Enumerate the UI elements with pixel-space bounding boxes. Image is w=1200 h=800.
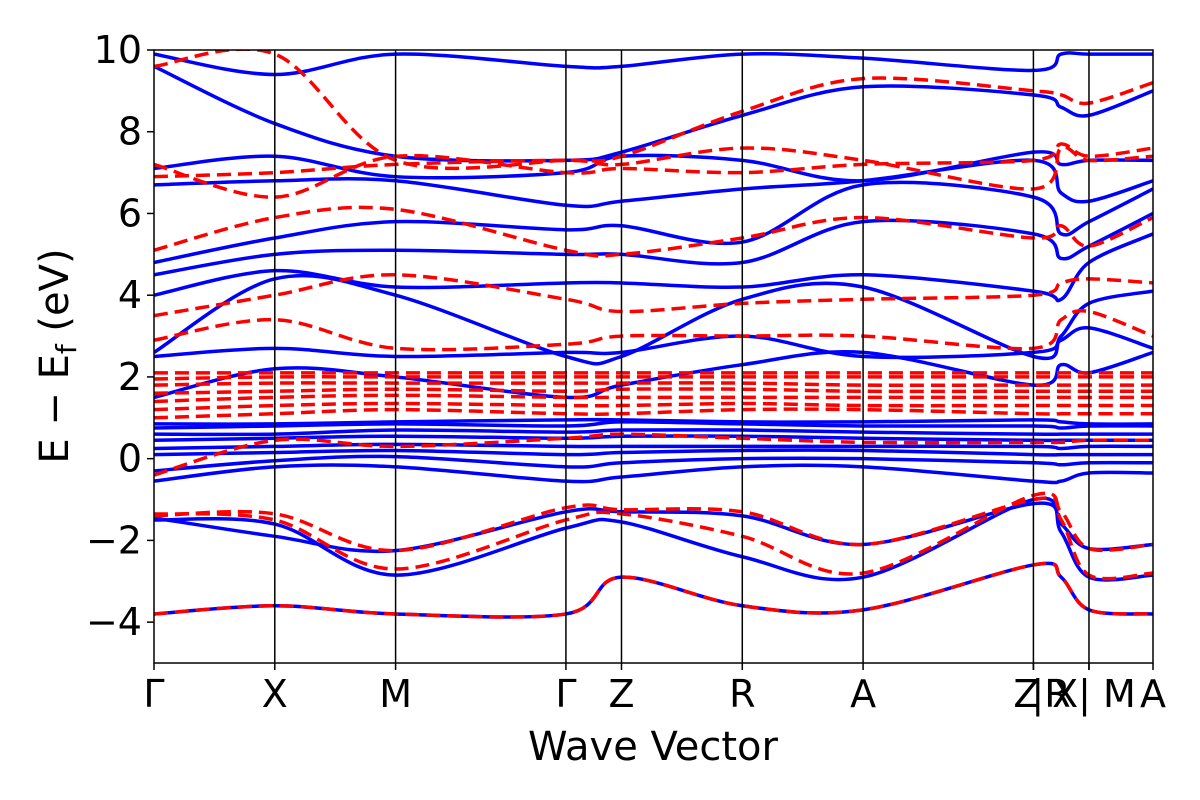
y-axis-title: E − Ef (eV) <box>32 248 83 463</box>
plot-frame <box>153 49 1154 664</box>
x-tick-label: Γ <box>555 672 576 716</box>
x-tick-label: Γ <box>143 672 164 716</box>
x-axis-title: Wave Vector <box>528 724 779 770</box>
band-line-dashed <box>154 561 1153 619</box>
band-line-dashed <box>154 273 1153 318</box>
band-line-dashed <box>154 309 1153 352</box>
y-tick-label: 6 <box>118 191 142 235</box>
band-line-solid <box>154 454 1153 473</box>
y-tick-label: 0 <box>118 437 142 481</box>
y-tick-label: 4 <box>118 273 142 317</box>
y-tick-label: 10 <box>94 28 142 72</box>
band-line-solid <box>154 150 1153 183</box>
band-line-dashed <box>154 401 1153 412</box>
band-line-solid <box>154 501 1153 554</box>
band-line-solid <box>154 428 1153 437</box>
y-tick-label: −4 <box>86 600 142 644</box>
band-line-solid <box>154 211 1153 277</box>
band-line-solid <box>154 350 1153 400</box>
x-tick-label: M <box>379 672 412 716</box>
y-axis-title-unit: (eV) <box>32 248 78 344</box>
x-tick-label: Z <box>608 672 634 716</box>
x-ticks: Γ X M Γ Z R A Z|RX| M A <box>143 663 1166 717</box>
band-line-dashed <box>154 387 1153 396</box>
band-line-dashed <box>154 393 1153 404</box>
y-tick-label: 8 <box>118 110 142 154</box>
band-line-solid <box>154 326 1153 360</box>
band-line-solid <box>154 64 1153 163</box>
band-line-dashed <box>154 496 1153 553</box>
band-line-solid <box>154 496 1153 582</box>
x-tick-label: X <box>262 672 288 716</box>
band-line-dashed <box>154 407 1153 420</box>
band-line-solid <box>154 232 1153 303</box>
band-line-solid <box>154 51 1153 77</box>
band-line-dashed <box>154 375 1153 381</box>
band-line-solid <box>154 463 1153 485</box>
band-line-dashed <box>154 205 1153 258</box>
x-tick-label: R <box>729 672 755 716</box>
y-axis-title-subscript: f <box>50 343 83 354</box>
x-tick-label: X| <box>1052 672 1091 717</box>
band-line-dashed <box>154 432 1153 477</box>
x-tick-label: |R <box>1031 672 1070 717</box>
y-tick-label: −2 <box>86 518 142 562</box>
y-axis-title-main: E − E <box>32 354 78 464</box>
x-tick-label: A <box>850 672 876 716</box>
kpoint-lines <box>274 50 1090 663</box>
band-line-dashed <box>154 381 1153 388</box>
y-ticks: 10 8 6 4 2 0 −2 −4 <box>86 28 154 644</box>
x-tick-label: Z <box>1013 672 1039 716</box>
band-line-solid <box>154 442 1153 451</box>
band-line-solid <box>154 417 1153 426</box>
band-line-dashed <box>154 491 1153 581</box>
band-line-dashed <box>154 142 1153 199</box>
band-line-dashed <box>154 50 1153 171</box>
x-tick-label: M <box>1103 672 1136 716</box>
band-line-solid <box>154 158 1153 209</box>
bands-layer <box>154 50 1153 619</box>
y-tick-label: 2 <box>118 355 142 399</box>
band-line-solid <box>154 448 1153 457</box>
band-line-dashed <box>154 145 1153 191</box>
x-tick-label: A <box>1140 672 1166 716</box>
